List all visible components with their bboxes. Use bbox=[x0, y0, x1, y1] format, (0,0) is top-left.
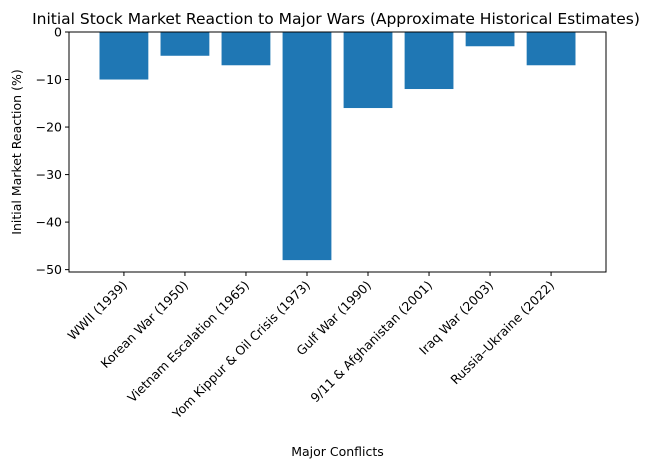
y-tick-label: −10 bbox=[36, 72, 62, 87]
bar-3 bbox=[282, 32, 332, 261]
x-tick-label: Vietnam Escalation (1965) bbox=[124, 278, 252, 406]
y-axis-ticks: 0 −10 −20 −30 −40 −50 bbox=[36, 25, 69, 277]
y-tick-label: −30 bbox=[36, 167, 62, 182]
bar-2 bbox=[221, 32, 271, 66]
bar-4 bbox=[343, 32, 393, 109]
bar-6 bbox=[465, 32, 515, 47]
y-tick-label: −20 bbox=[36, 120, 62, 135]
bar-1 bbox=[160, 32, 210, 56]
bars-group bbox=[99, 32, 576, 261]
y-tick-label: 0 bbox=[54, 25, 62, 40]
chart-title: Initial Stock Market Reaction to Major W… bbox=[32, 10, 640, 28]
y-axis-label: Initial Market Reaction (%) bbox=[9, 69, 24, 234]
bar-0 bbox=[99, 32, 149, 80]
x-axis-ticks: WWII (1939)Korean War (1950)Vietnam Esca… bbox=[65, 272, 557, 422]
bar-5 bbox=[404, 32, 454, 90]
x-axis-label: Major Conflicts bbox=[291, 444, 384, 459]
y-tick-label: −50 bbox=[36, 262, 62, 277]
x-tick-label: WWII (1939) bbox=[65, 278, 131, 344]
bar-7 bbox=[526, 32, 576, 66]
x-tick-label: 9/11 & Afghanistan (2001) bbox=[307, 278, 435, 406]
y-tick-label: −40 bbox=[36, 215, 62, 230]
plot-frame bbox=[68, 31, 607, 273]
x-tick-label: Russia–Ukraine (2022) bbox=[447, 278, 557, 388]
